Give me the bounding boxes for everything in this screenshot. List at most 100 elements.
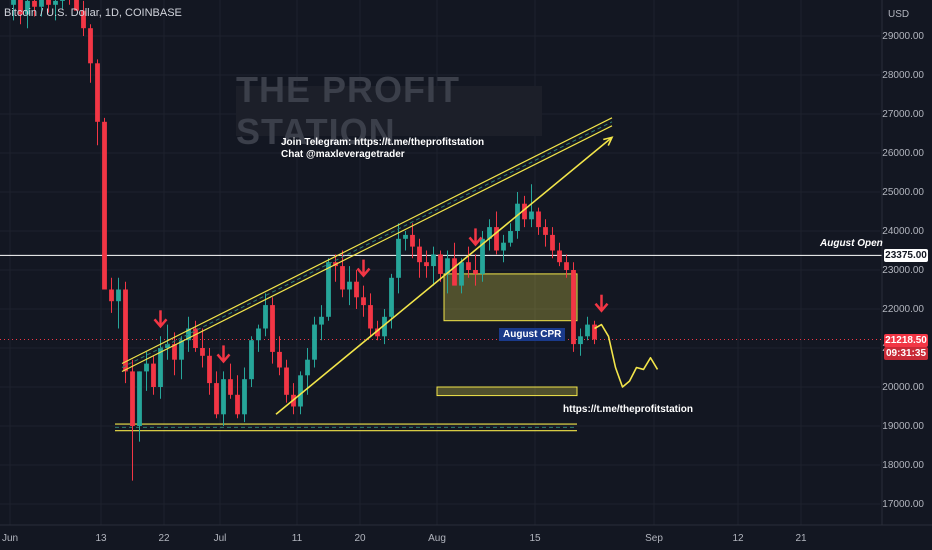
candle <box>417 238 422 278</box>
candle-body <box>396 238 401 278</box>
candle <box>200 328 205 368</box>
candle <box>508 223 513 247</box>
candle <box>319 305 324 341</box>
currency-label: USD <box>888 9 910 20</box>
candle-body <box>18 0 23 15</box>
candle-body <box>193 328 198 348</box>
symbol-title[interactable]: Bitcoin / U.S. Dollar, 1D, COINBASE <box>4 7 182 19</box>
price-tick-label: 25000.00 <box>882 187 924 198</box>
candle-body <box>277 351 282 368</box>
candle-body <box>438 254 443 274</box>
time-tick-label: 21 <box>795 533 807 544</box>
candle-body <box>536 211 541 228</box>
candle <box>263 293 268 337</box>
candle <box>396 223 401 294</box>
sell-arrow <box>468 228 483 247</box>
candle-body <box>326 262 331 317</box>
candle-body <box>102 121 107 290</box>
candle <box>438 250 443 282</box>
candle-body <box>466 262 471 270</box>
price-tick-label: 19000.00 <box>882 421 924 432</box>
candle-body <box>284 367 289 395</box>
candle <box>431 246 436 286</box>
sell-arrow-head <box>594 302 609 313</box>
price-tick-label: 20000.00 <box>882 382 924 393</box>
channel-line-bottom <box>121 125 613 373</box>
candle <box>242 367 247 423</box>
candle <box>18 0 23 25</box>
price-tick-label: 29000.00 <box>882 31 924 42</box>
candle <box>193 320 198 352</box>
candle <box>81 0 86 36</box>
chat-handle: Chat @maxleveragetrader <box>281 149 405 160</box>
candle-body <box>473 270 478 274</box>
august-cpr-label: August CPR <box>499 328 566 341</box>
sell-arrow <box>594 294 609 313</box>
candle-body <box>501 242 506 251</box>
time-tick-label: Sep <box>645 533 663 544</box>
candle-body <box>11 0 16 5</box>
candle-body <box>564 262 569 270</box>
candle <box>424 250 429 278</box>
candle-body <box>445 258 450 274</box>
candle <box>522 195 527 228</box>
candle-body <box>529 211 534 220</box>
candle <box>557 242 562 267</box>
candle <box>459 258 464 294</box>
candle <box>473 254 478 286</box>
candle <box>144 351 149 391</box>
sell-arrow <box>356 259 371 278</box>
price-tick-label: 23000.00 <box>882 265 924 276</box>
candle <box>95 59 100 146</box>
candle-body <box>431 254 436 267</box>
candle-body <box>151 363 156 387</box>
candle <box>60 0 65 9</box>
candle-body <box>165 344 170 348</box>
candle-body <box>53 0 58 5</box>
candle <box>403 231 408 251</box>
candle <box>235 375 240 419</box>
candle-body <box>186 328 191 341</box>
candle-body <box>116 289 121 302</box>
candle-body <box>550 234 555 251</box>
time-tick-label: 15 <box>529 533 541 544</box>
candle <box>529 184 534 228</box>
channel-line-top <box>121 117 613 365</box>
candle <box>179 336 184 380</box>
candle-body <box>319 316 324 325</box>
candle-body <box>95 63 100 122</box>
candle <box>305 348 310 395</box>
candles <box>11 0 597 481</box>
candle-body <box>452 258 457 286</box>
target-zone <box>436 386 578 397</box>
candle <box>543 219 548 247</box>
candle <box>130 359 135 481</box>
projected-path <box>594 323 659 388</box>
candle-body <box>480 238 485 274</box>
candle-body <box>137 371 142 426</box>
candle-body <box>235 394 240 415</box>
time-axis[interactable]: Jun 13 22 Jul 11 20 Aug 15 Sep 12 21 <box>0 524 932 544</box>
candle <box>347 266 352 306</box>
candle <box>284 359 289 403</box>
price-axis[interactable]: 29000.00 28000.00 27000.00 26000.00 25000.00… <box>881 0 924 525</box>
price-tick-label: 17000.00 <box>882 499 924 510</box>
candle <box>487 219 492 251</box>
candle-body <box>298 375 303 407</box>
time-tick-label: Jul <box>214 533 227 544</box>
candle <box>214 371 219 419</box>
candle-body <box>389 277 394 317</box>
candle <box>298 371 303 415</box>
candle-body <box>60 0 65 1</box>
candle <box>592 320 597 345</box>
candle <box>116 277 121 329</box>
august-cpr-zone <box>443 273 578 322</box>
telegram-link-bottom: https://t.me/theprofitstation <box>563 404 693 415</box>
price-tick-label: 26000.00 <box>882 148 924 159</box>
candle <box>466 246 471 278</box>
time-tick-label: 11 <box>292 533 303 544</box>
time-tick-label: 20 <box>354 533 366 544</box>
candle-body <box>172 344 177 360</box>
sell-arrow-head <box>356 267 371 278</box>
time-tick-label: Aug <box>428 533 446 544</box>
